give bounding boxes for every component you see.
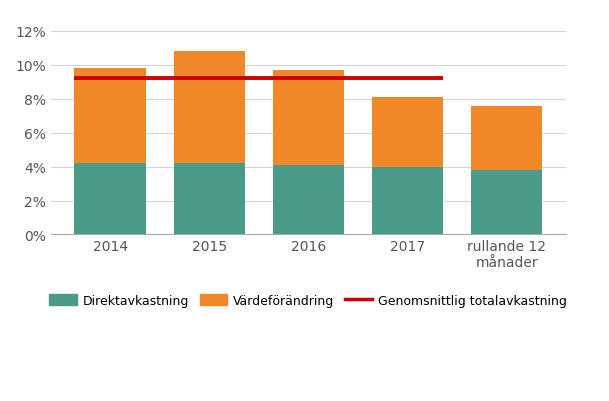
Bar bbox=[74, 69, 146, 164]
Bar bbox=[471, 106, 543, 170]
Bar bbox=[471, 170, 543, 235]
Legend: Direktavkastning, Värdeförändring, Genomsnittlig totalavkastning: Direktavkastning, Värdeförändring, Genom… bbox=[44, 289, 572, 312]
Bar bbox=[74, 164, 146, 235]
Bar bbox=[372, 167, 443, 235]
Bar bbox=[372, 98, 443, 167]
Bar bbox=[174, 52, 245, 164]
Bar bbox=[174, 164, 245, 235]
Bar bbox=[273, 71, 344, 166]
Bar bbox=[273, 166, 344, 235]
